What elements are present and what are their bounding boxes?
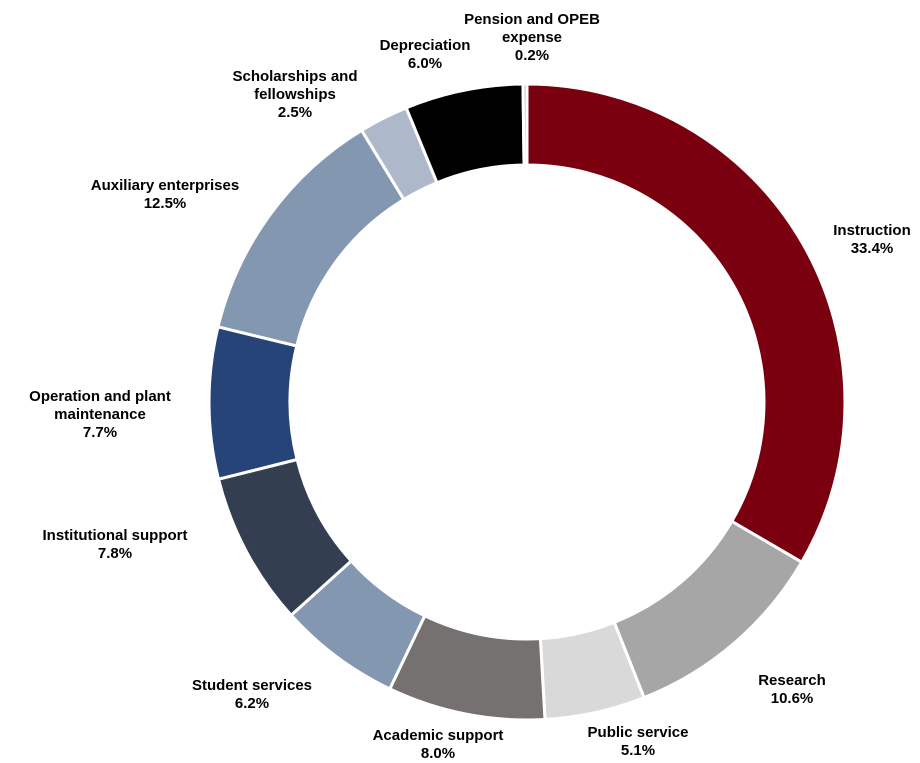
category-label: Auxiliary enterprises bbox=[90, 177, 240, 194]
value-label: 7.8% bbox=[97, 545, 133, 562]
category-label: Academic support bbox=[372, 727, 504, 744]
category-label: Public service bbox=[587, 724, 689, 741]
slice-label: Student services 6.2% bbox=[192, 677, 312, 713]
donut-slice bbox=[216, 128, 406, 348]
category-label: Instruction bbox=[833, 222, 911, 239]
donut-slice bbox=[521, 82, 529, 167]
value-label: 6.2% bbox=[234, 695, 270, 712]
value-label: 2.5% bbox=[277, 104, 313, 121]
value-label: 33.4% bbox=[850, 240, 894, 257]
slice-label: Depreciation 6.0% bbox=[380, 37, 471, 73]
slice-label: Pension and OPEB expense 0.2% bbox=[457, 11, 607, 65]
slice-label: Public service 5.1% bbox=[588, 724, 689, 760]
slice-label: Scholarships and fellowships 2.5% bbox=[210, 68, 380, 122]
slice-label: Auxiliary enterprises 12.5% bbox=[91, 177, 239, 213]
slice-label: Instruction 33.4% bbox=[833, 222, 911, 258]
value-label: 8.0% bbox=[420, 745, 456, 762]
category-label: Research bbox=[758, 672, 826, 689]
category-label: Pension and OPEB expense bbox=[464, 11, 600, 46]
value-label: 6.0% bbox=[407, 55, 443, 72]
slice-label: Institutional support 7.8% bbox=[43, 527, 188, 563]
value-label: 10.6% bbox=[770, 690, 814, 707]
category-label: Operation and plant maintenance bbox=[29, 388, 171, 423]
category-label: Student services bbox=[191, 677, 313, 694]
category-label: Institutional support bbox=[42, 527, 188, 544]
donut-slice bbox=[207, 324, 299, 481]
slice-label: Academic support 8.0% bbox=[373, 727, 504, 763]
slice-label: Operation and plant maintenance 7.7% bbox=[5, 388, 195, 442]
slice-label: Research 10.6% bbox=[758, 672, 826, 708]
value-label: 12.5% bbox=[143, 195, 187, 212]
category-label: Scholarships and fellowships bbox=[232, 68, 358, 103]
category-label: Depreciation bbox=[379, 37, 471, 54]
value-label: 7.7% bbox=[82, 424, 118, 441]
value-label: 0.2% bbox=[514, 47, 550, 64]
value-label: 5.1% bbox=[620, 742, 656, 759]
donut-slice bbox=[525, 82, 847, 565]
